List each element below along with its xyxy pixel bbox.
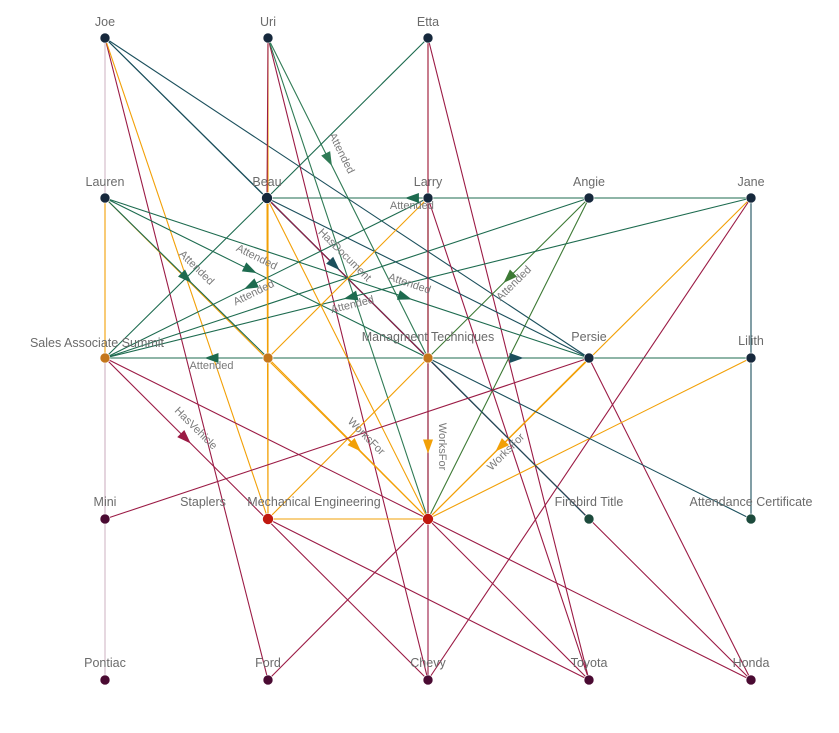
node-label: Staplers bbox=[180, 495, 226, 509]
graph-node[interactable] bbox=[99, 352, 111, 364]
edge-label: Attended bbox=[234, 242, 279, 272]
edge-arrowhead-icon bbox=[321, 151, 332, 166]
edge-label: Attended bbox=[189, 360, 233, 372]
node-label: Lauren bbox=[86, 175, 125, 189]
graph-node[interactable] bbox=[262, 513, 274, 525]
edge-arrowhead-icon bbox=[326, 256, 340, 271]
edge-arrowhead-icon bbox=[396, 290, 412, 300]
node-label: Etta bbox=[417, 15, 439, 29]
graph-node[interactable] bbox=[262, 32, 274, 44]
edge-arrowhead-icon bbox=[178, 269, 192, 283]
graph-edge bbox=[267, 197, 429, 359]
graph-node[interactable] bbox=[262, 674, 274, 686]
edge-arrowhead-icon bbox=[343, 290, 359, 301]
edge-label: Attended bbox=[326, 131, 356, 176]
node-label: Uri bbox=[260, 15, 276, 29]
graph-edge bbox=[427, 357, 590, 520]
graph-node[interactable] bbox=[99, 32, 111, 44]
node-label: Angie bbox=[573, 175, 605, 189]
graph-edge bbox=[104, 357, 590, 520]
edge-arrowhead-icon bbox=[347, 438, 361, 452]
graph-node[interactable] bbox=[745, 674, 757, 686]
graph-edge bbox=[104, 197, 429, 359]
graph-node[interactable] bbox=[422, 513, 434, 525]
node-label: Firebird Title bbox=[555, 495, 624, 509]
graph-edge bbox=[266, 37, 269, 199]
node-label-layer: Joe Uri Etta Lauren Beau Larry Angie Jane Sales … bbox=[30, 15, 813, 670]
node-label: Persie bbox=[571, 330, 606, 344]
graph-node[interactable] bbox=[745, 513, 757, 525]
node-label: Ford bbox=[255, 656, 281, 670]
graph-node[interactable] bbox=[422, 192, 434, 204]
edge-label: WorksFor bbox=[485, 431, 527, 473]
edge-marker-layer bbox=[177, 151, 524, 454]
graph-edge bbox=[427, 357, 752, 520]
node-label: Lilith bbox=[738, 334, 764, 348]
edge-label: WorksFor bbox=[436, 423, 448, 471]
edge-arrowhead-icon bbox=[495, 438, 509, 452]
edge-arrowhead-icon bbox=[509, 353, 524, 363]
node-label: Jane bbox=[737, 175, 764, 189]
node-label: Mechanical Engineering bbox=[247, 495, 380, 509]
edge-arrowhead-icon bbox=[404, 193, 419, 203]
node-label: Joe bbox=[95, 15, 115, 29]
edge-arrowhead-icon bbox=[244, 278, 259, 290]
edge-label: Attended bbox=[390, 200, 434, 212]
graph-node[interactable] bbox=[422, 32, 434, 44]
node-label: Chevy bbox=[410, 656, 446, 670]
graph-node[interactable] bbox=[583, 513, 595, 525]
graph-edge bbox=[104, 197, 590, 359]
node-label: Managment Techniques bbox=[362, 330, 495, 344]
edge-label: Attended bbox=[494, 264, 534, 304]
edge-arrowhead-icon bbox=[241, 262, 257, 274]
graph-node[interactable] bbox=[99, 192, 111, 204]
graph-node[interactable] bbox=[262, 352, 274, 364]
edge-arrowhead-icon bbox=[177, 430, 191, 444]
graph-node[interactable] bbox=[99, 674, 111, 686]
node-label: Beau bbox=[252, 175, 281, 189]
node-label: Larry bbox=[414, 175, 443, 189]
graph-edge bbox=[588, 357, 752, 681]
graph-node[interactable] bbox=[745, 192, 757, 204]
node-label: Honda bbox=[733, 656, 770, 670]
graph-node[interactable] bbox=[422, 674, 434, 686]
graph-edge bbox=[427, 518, 590, 681]
node-label: Toyota bbox=[571, 656, 608, 670]
graph-node[interactable] bbox=[745, 352, 757, 364]
graph-node[interactable] bbox=[583, 352, 595, 364]
graph-node[interactable] bbox=[583, 674, 595, 686]
graph-edge bbox=[267, 518, 429, 681]
graph-node[interactable] bbox=[422, 352, 434, 364]
graph-node[interactable] bbox=[99, 513, 111, 525]
edge-arrowhead-icon bbox=[423, 439, 433, 454]
edge-label: Attended bbox=[387, 271, 433, 296]
graph-edge bbox=[104, 37, 269, 681]
graph-node[interactable] bbox=[583, 192, 595, 204]
node-label: Pontiac bbox=[84, 656, 126, 670]
node-layer bbox=[99, 32, 757, 686]
graph-edge bbox=[104, 37, 268, 199]
edge-arrowhead-icon bbox=[204, 353, 219, 363]
node-label: Mini bbox=[94, 495, 117, 509]
node-label: Sales Associate Summit bbox=[30, 336, 165, 350]
graph-node[interactable] bbox=[261, 192, 273, 204]
graph-edge bbox=[266, 37, 429, 199]
edge-arrowhead-icon bbox=[503, 269, 517, 283]
node-label: Attendance Certificate bbox=[690, 495, 813, 509]
